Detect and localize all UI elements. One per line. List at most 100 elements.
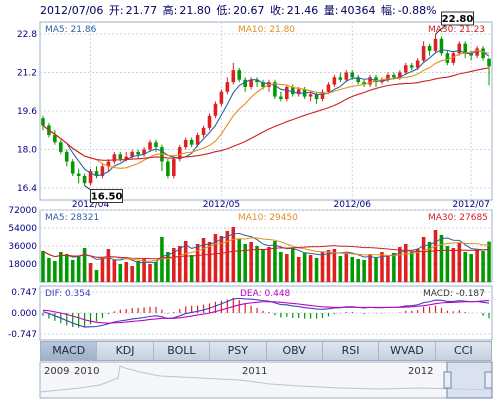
volume-bar [290, 248, 295, 282]
volume-bar [392, 253, 396, 282]
candle-body [112, 154, 117, 162]
indicator-tabs: MACD KDJ BOLL PSY OBV RSI WVAD CCI [40, 341, 492, 361]
candle-body [195, 135, 200, 145]
candle-body [88, 171, 93, 184]
candle-body [314, 94, 319, 99]
volume-bar [261, 249, 265, 282]
volume-bar [267, 247, 271, 282]
candle-body [172, 159, 176, 176]
candle-body [70, 161, 75, 174]
volume-bar [177, 246, 182, 282]
volume-bar [487, 241, 491, 282]
volume-bar [445, 246, 450, 282]
candle-body [469, 53, 473, 56]
low-label: 低: [216, 4, 232, 17]
price-xtick-label: 2012/04 [72, 200, 110, 210]
volume-bar [350, 257, 355, 282]
price-ma5-line [42, 49, 490, 177]
range-navigator[interactable] [39, 361, 493, 399]
candle-body [154, 142, 158, 148]
navigator-right-handle[interactable] [484, 371, 493, 389]
volume-bar [362, 260, 366, 282]
candle-body [201, 127, 206, 136]
tab-rsi[interactable]: RSI [323, 342, 380, 360]
tab-psy[interactable]: PSY [210, 342, 267, 360]
price-legend-ma30: MA30: 21.23 [428, 25, 485, 35]
volume-bar [469, 254, 473, 282]
volume-bar [463, 252, 468, 282]
volume-bar [237, 239, 242, 282]
volume-bar [332, 249, 337, 282]
volume-bar [88, 263, 93, 282]
candle-body [403, 65, 408, 73]
annotation-high-leader [435, 25, 446, 35]
candle-body [237, 70, 242, 80]
volume-ytick-label: 72000 [8, 206, 37, 216]
candle-body [82, 175, 87, 184]
candle-body [481, 48, 485, 59]
tab-cci[interactable]: CCI [454, 344, 473, 357]
navigator-history-line [39, 365, 493, 393]
volume-bar [296, 257, 301, 282]
candle-body [64, 151, 69, 162]
macd-ytick-label: -0.747 [8, 330, 37, 340]
candle-body [231, 70, 236, 83]
price-ytick-label: 18.0 [17, 146, 37, 156]
volume-bar [47, 258, 51, 282]
candle-body [356, 77, 360, 83]
macd-legend-dea: DEA: 0.448 [240, 289, 291, 299]
macd-ytick-label: 0.000 [11, 309, 37, 319]
volume-ytick-label: 18000 [8, 260, 37, 270]
tab-boll[interactable]: BOLL [154, 342, 211, 360]
volume-ma30-line [42, 245, 490, 260]
volume-bar [201, 238, 206, 282]
volume-bar [64, 254, 69, 282]
navigator-label-2012: 2012 [408, 366, 434, 377]
navigator-left-handle[interactable] [443, 371, 452, 389]
candle-body [290, 86, 295, 95]
volume-bar [136, 261, 140, 282]
volume-bar [356, 259, 360, 282]
volume-bar [166, 252, 170, 282]
candle-body [106, 161, 111, 167]
volume-bar [70, 260, 75, 282]
volume-bar [475, 249, 479, 282]
change-value: -0.88% [397, 4, 437, 17]
candle-body [487, 58, 491, 67]
volume-legend-ma5: MA5: 28321 [45, 213, 99, 223]
volume-bar [118, 264, 123, 282]
tab-macd[interactable]: MACD [41, 342, 98, 360]
volume-bar [302, 253, 307, 282]
candle-body [136, 151, 140, 155]
volume-bar [82, 248, 87, 282]
candle-body [94, 171, 99, 176]
tab-kdj[interactable]: KDJ [97, 342, 154, 360]
tab-wvad[interactable]: WVAD [379, 342, 436, 360]
candle-body [445, 53, 450, 63]
volume-bar [100, 257, 105, 282]
volume-bar [326, 250, 331, 282]
volume-bar [94, 270, 99, 282]
candle-body [463, 43, 468, 54]
volume-bar [207, 242, 212, 282]
volume-bar [195, 244, 200, 282]
candle-body [225, 82, 230, 92]
tab-obv[interactable]: OBV [267, 342, 323, 360]
high-value: 21.80 [179, 4, 211, 17]
annotation-low-label: 16.50 [91, 192, 123, 203]
price-xtick-label: 2012/07 [452, 200, 489, 210]
candle-body [243, 79, 247, 87]
candle-body [53, 135, 57, 143]
open-label: 开: [108, 4, 124, 17]
volume-bar [189, 255, 194, 282]
volume-bar [368, 254, 372, 282]
volume-bar [320, 252, 325, 282]
change-label: 幅: [381, 4, 396, 17]
volume-bar [148, 264, 152, 282]
candle-body [166, 161, 170, 176]
quote-date: 2012/07/06 [40, 4, 104, 17]
volume-bar [154, 262, 158, 282]
volume-bar [41, 251, 45, 282]
price-ytick-label: 16.4 [17, 184, 37, 194]
